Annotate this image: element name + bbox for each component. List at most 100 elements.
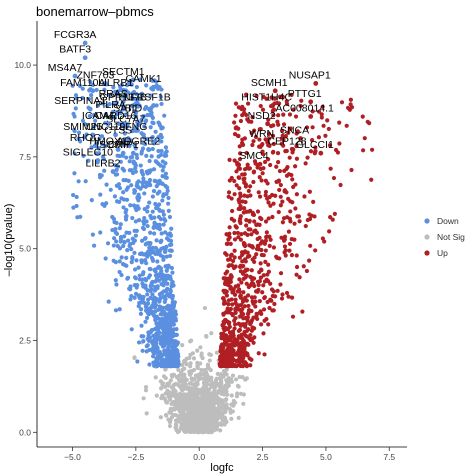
point-down [154,238,159,243]
point-down [150,146,155,152]
point-down [167,214,173,220]
gene-label: BATF3 [59,44,91,56]
point-up [263,248,268,253]
point-down [104,182,109,187]
point-notsig [158,379,163,384]
point-up [263,259,268,264]
point-down [123,112,128,117]
point-down [134,258,139,263]
point-down [129,293,134,299]
point-down [132,228,137,234]
point-down [134,155,140,161]
point-up [261,166,266,171]
point-notsig [208,368,213,373]
point-notsig [225,392,230,397]
point-up [251,179,256,185]
point-up [370,147,375,152]
point-up [240,140,245,146]
point-notsig [207,352,212,357]
point-up [238,151,243,156]
point-down [151,300,156,305]
point-labeled [265,121,271,127]
point-down [91,112,96,118]
point-down [82,135,87,140]
point-notsig [202,367,207,373]
point-up [293,164,298,169]
point-notsig [178,415,183,421]
point-notsig [241,401,246,406]
point-up [313,248,318,253]
point-down [139,117,144,122]
point-notsig [184,429,189,434]
point-up [277,168,283,174]
point-down [170,270,175,275]
point-up [316,109,322,114]
point-up [235,359,240,364]
point-notsig [209,331,214,336]
legend-label: Up [437,248,448,258]
point-up [280,199,285,204]
point-down [71,127,77,132]
point-notsig [229,393,234,398]
point-up [244,361,249,366]
point-up [239,312,245,317]
point-down [142,215,147,221]
point-up [233,224,238,229]
point-notsig [166,394,171,399]
point-down [86,158,91,163]
point-up [246,311,251,317]
point-up [224,293,230,298]
point-down [173,346,178,352]
point-down [121,168,127,173]
point-down [155,326,161,331]
point-up [260,290,265,295]
point-up [262,241,267,246]
point-down [141,176,146,181]
point-down [150,194,155,199]
point-up [277,187,282,193]
point-down [169,242,174,247]
point-up [254,230,259,235]
point-down [139,334,144,339]
point-down [149,154,154,159]
point-down [147,245,152,250]
point-up [225,308,230,313]
point-up [245,254,251,259]
point-up [242,193,247,198]
x-tick-label: 5.0 [320,452,332,462]
point-down [151,225,156,230]
point-down [129,260,134,265]
gene-label: CTSS [104,125,132,137]
point-down [141,294,146,300]
point-up [278,271,284,276]
point-down [122,262,128,268]
point-up [237,327,243,332]
point-up [276,101,282,106]
point-up [270,308,275,313]
point-down [130,215,135,221]
point-notsig [212,399,217,405]
point-down [89,145,94,150]
point-down [148,310,153,315]
point-up [245,162,250,167]
point-notsig [165,388,170,393]
point-notsig [180,385,185,390]
point-down [150,120,155,125]
point-up [273,193,278,198]
point-down [117,226,122,231]
point-up [313,145,318,150]
point-notsig [213,392,219,397]
point-down [137,300,142,306]
gene-label: MS4A7 [48,62,83,74]
point-down [165,185,170,190]
gene-label: SERPINA1 [54,95,106,107]
point-up [228,253,234,258]
point-down [123,178,129,183]
point-notsig [192,424,198,429]
point-down [150,209,155,214]
point-up [237,219,242,224]
point-down [147,266,152,272]
point-up [289,92,294,97]
point-down [108,187,113,192]
point-notsig [163,412,169,418]
